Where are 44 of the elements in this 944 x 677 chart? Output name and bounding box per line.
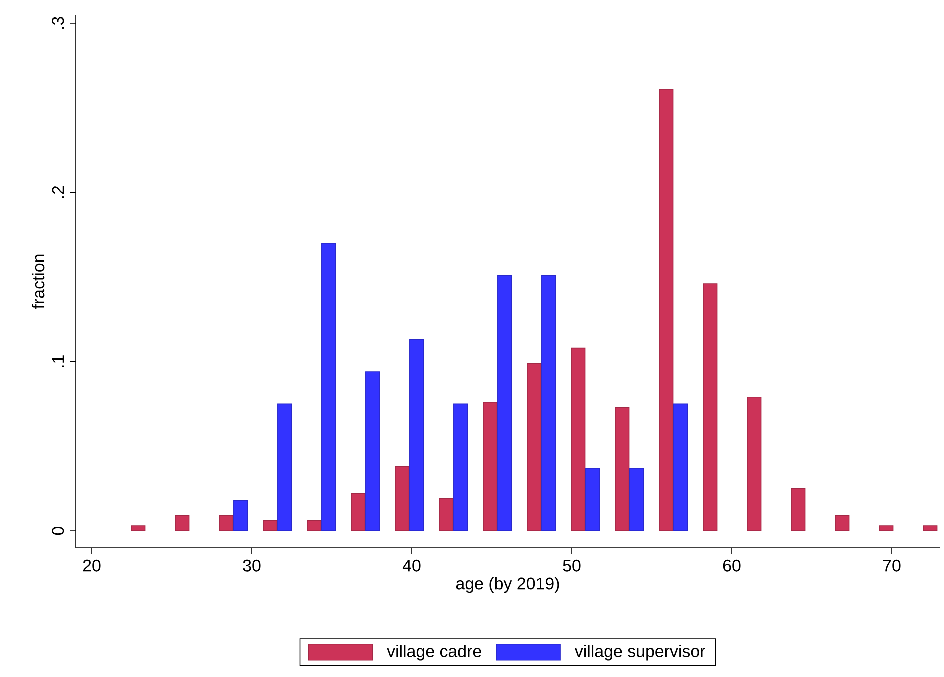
x-tick-label: 30 <box>243 560 261 572</box>
x-tick-label: 60 <box>723 560 741 572</box>
x-tick-label: 70 <box>883 560 901 572</box>
bar <box>131 526 146 532</box>
bar <box>498 275 512 532</box>
bar <box>263 520 278 532</box>
x-tick-label: 50 <box>563 560 581 572</box>
bar <box>234 500 248 532</box>
bar <box>615 407 630 532</box>
bar <box>483 402 498 532</box>
y-tick-label: .1 <box>52 356 64 368</box>
y-tick-label: .3 <box>52 17 64 29</box>
x-tick-label: 20 <box>83 560 101 572</box>
bar <box>586 468 600 532</box>
bar <box>542 275 556 532</box>
bar <box>175 515 190 532</box>
bar <box>278 404 292 532</box>
bar <box>747 397 762 532</box>
bar <box>791 488 806 532</box>
bar <box>410 339 424 532</box>
bar <box>395 466 410 532</box>
bar <box>659 89 674 532</box>
bar <box>879 526 894 532</box>
bar <box>630 468 644 532</box>
bar <box>835 515 850 532</box>
y-tick-label: .2 <box>52 186 64 198</box>
bar <box>439 498 454 532</box>
bar <box>703 284 718 532</box>
bar <box>923 526 938 532</box>
bar <box>322 243 336 532</box>
bar <box>571 348 586 532</box>
x-axis-title: age (by 2019) <box>456 577 560 594</box>
bar <box>219 515 234 532</box>
y-axis-title: fraction <box>32 254 45 310</box>
legend-label: village cadre <box>387 645 482 661</box>
legend-label: village supervisor <box>574 645 706 661</box>
bar <box>307 520 322 532</box>
bar <box>366 372 380 532</box>
bar <box>527 363 542 532</box>
bar <box>674 404 688 532</box>
bar <box>351 493 366 532</box>
bar <box>454 404 468 532</box>
x-tick-label: 40 <box>402 560 421 572</box>
y-tick-label: 0 <box>52 527 64 536</box>
